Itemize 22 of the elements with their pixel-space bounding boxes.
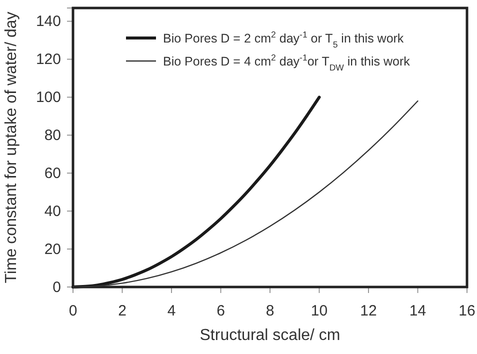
y-tick-label: 100 bbox=[36, 89, 61, 106]
y-tick-label: 20 bbox=[44, 240, 61, 258]
y-tick-label: 40 bbox=[44, 202, 61, 220]
line-series bbox=[72, 100, 418, 288]
x-tick-label: 6 bbox=[216, 302, 225, 320]
legend-label: Bio Pores D = 2 cm$^{2}$ day$^{-1}$ or T$_{5}$ in this work bbox=[163, 29, 404, 50]
y-tick-label: 120 bbox=[36, 51, 61, 68]
x-tick-label: 10 bbox=[310, 302, 328, 320]
y-tick-label: 140 bbox=[36, 13, 61, 30]
x-tick-label: 16 bbox=[458, 302, 476, 320]
y-tick-label: 0 bbox=[52, 278, 61, 296]
x-tick-label: 8 bbox=[266, 302, 274, 320]
x-tick-label: 2 bbox=[118, 302, 126, 320]
x-tick-label: 14 bbox=[409, 302, 426, 320]
legend-label: Bio Pores D = 4 cm$^{2}$ day$^{-1}$or T$_{DW}$ in this work bbox=[163, 52, 411, 72]
y-tick-label: 60 bbox=[44, 164, 61, 182]
x-tick-label: 0 bbox=[68, 302, 78, 320]
x-axis-title: Structural scale/ cm bbox=[200, 327, 340, 344]
y-axis-title: Time constant for uptake of water/ day bbox=[3, 12, 20, 284]
x-tick-label: 12 bbox=[360, 302, 377, 320]
y-tick-label: 80 bbox=[44, 126, 61, 144]
x-tick-label: 4 bbox=[167, 302, 176, 320]
